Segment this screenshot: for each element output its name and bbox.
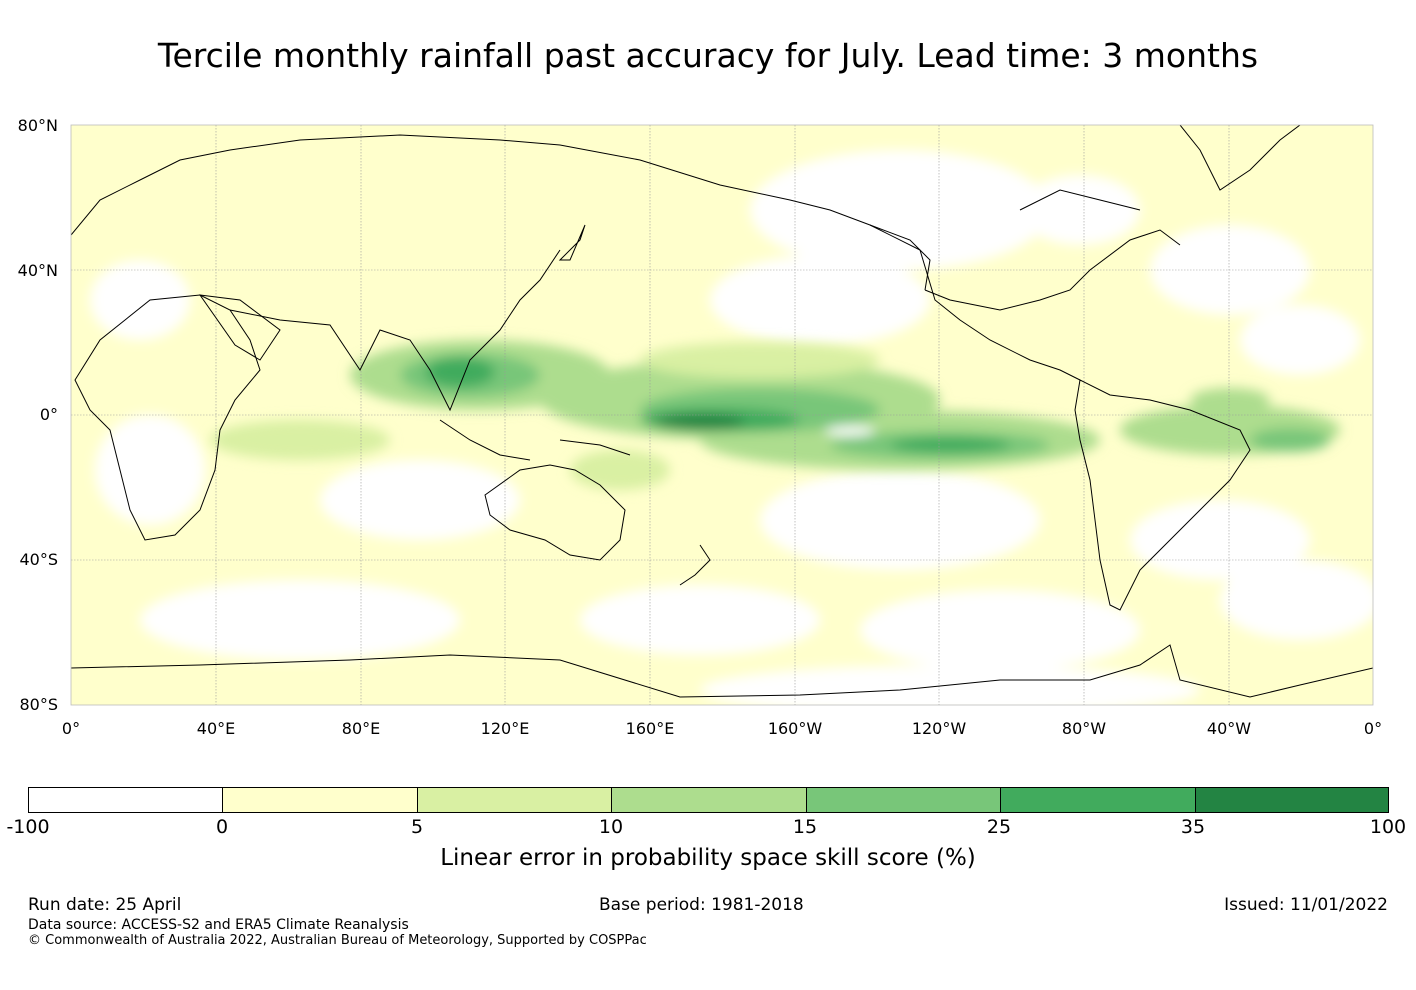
graticule bbox=[71, 125, 1373, 705]
colorbar-segment bbox=[1194, 787, 1389, 813]
colorbar-tick: 15 bbox=[792, 816, 818, 838]
colorbar-tick: 10 bbox=[598, 816, 624, 838]
issued-date: Issued: 11/01/2022 bbox=[1224, 895, 1388, 915]
lon-label-160w: 160°W bbox=[767, 719, 823, 738]
lon-label-160e: 160°E bbox=[625, 719, 675, 738]
lon-label-120w: 120°W bbox=[911, 719, 967, 738]
skill-field bbox=[71, 125, 1373, 705]
lon-label-80w: 80°W bbox=[1061, 719, 1107, 738]
colorbar-segment bbox=[28, 787, 223, 813]
lon-label-40w: 40°W bbox=[1206, 719, 1252, 738]
lat-label-40n: 40°N bbox=[17, 261, 58, 280]
skill-map bbox=[70, 124, 1374, 706]
colorbar-tick: 100 bbox=[1369, 816, 1407, 838]
lat-label-80n: 80°N bbox=[17, 116, 58, 135]
lon-label-40e: 40°E bbox=[196, 719, 236, 738]
colorbar-tick: -100 bbox=[6, 816, 50, 838]
colorbar-segment bbox=[611, 787, 806, 813]
lon-label-0: 0° bbox=[61, 719, 81, 738]
colorbar-segment bbox=[1000, 787, 1195, 813]
map-title: Tercile monthly rainfall past accuracy f… bbox=[157, 36, 1259, 75]
lat-label-40s: 40°S bbox=[19, 550, 58, 569]
base-period: Base period: 1981-2018 bbox=[599, 895, 804, 915]
colorbar-tick: 5 bbox=[410, 816, 424, 838]
colorbar-label: Linear error in probability space skill … bbox=[440, 845, 976, 871]
data-source: Data source: ACCESS-S2 and ERA5 Climate … bbox=[28, 917, 409, 933]
colorbar-tick: 25 bbox=[986, 816, 1012, 838]
colorbar-segment bbox=[416, 787, 612, 813]
lat-label-eq: 0° bbox=[39, 405, 58, 424]
lon-label-120e: 120°E bbox=[480, 719, 530, 738]
copyright: © Commonwealth of Australia 2022, Austra… bbox=[28, 933, 647, 948]
lat-label-80s: 80°S bbox=[19, 695, 58, 714]
run-date: Run date: 25 April bbox=[28, 895, 182, 915]
lon-label-0-right: 0° bbox=[1363, 719, 1383, 738]
colorbar-segment bbox=[805, 787, 1001, 813]
colorbar-segment bbox=[222, 787, 417, 813]
colorbar-tick: 0 bbox=[215, 816, 229, 838]
colorbar-tick: 35 bbox=[1180, 816, 1206, 838]
lon-label-80e: 80°E bbox=[341, 719, 381, 738]
coastlines bbox=[71, 125, 1373, 698]
